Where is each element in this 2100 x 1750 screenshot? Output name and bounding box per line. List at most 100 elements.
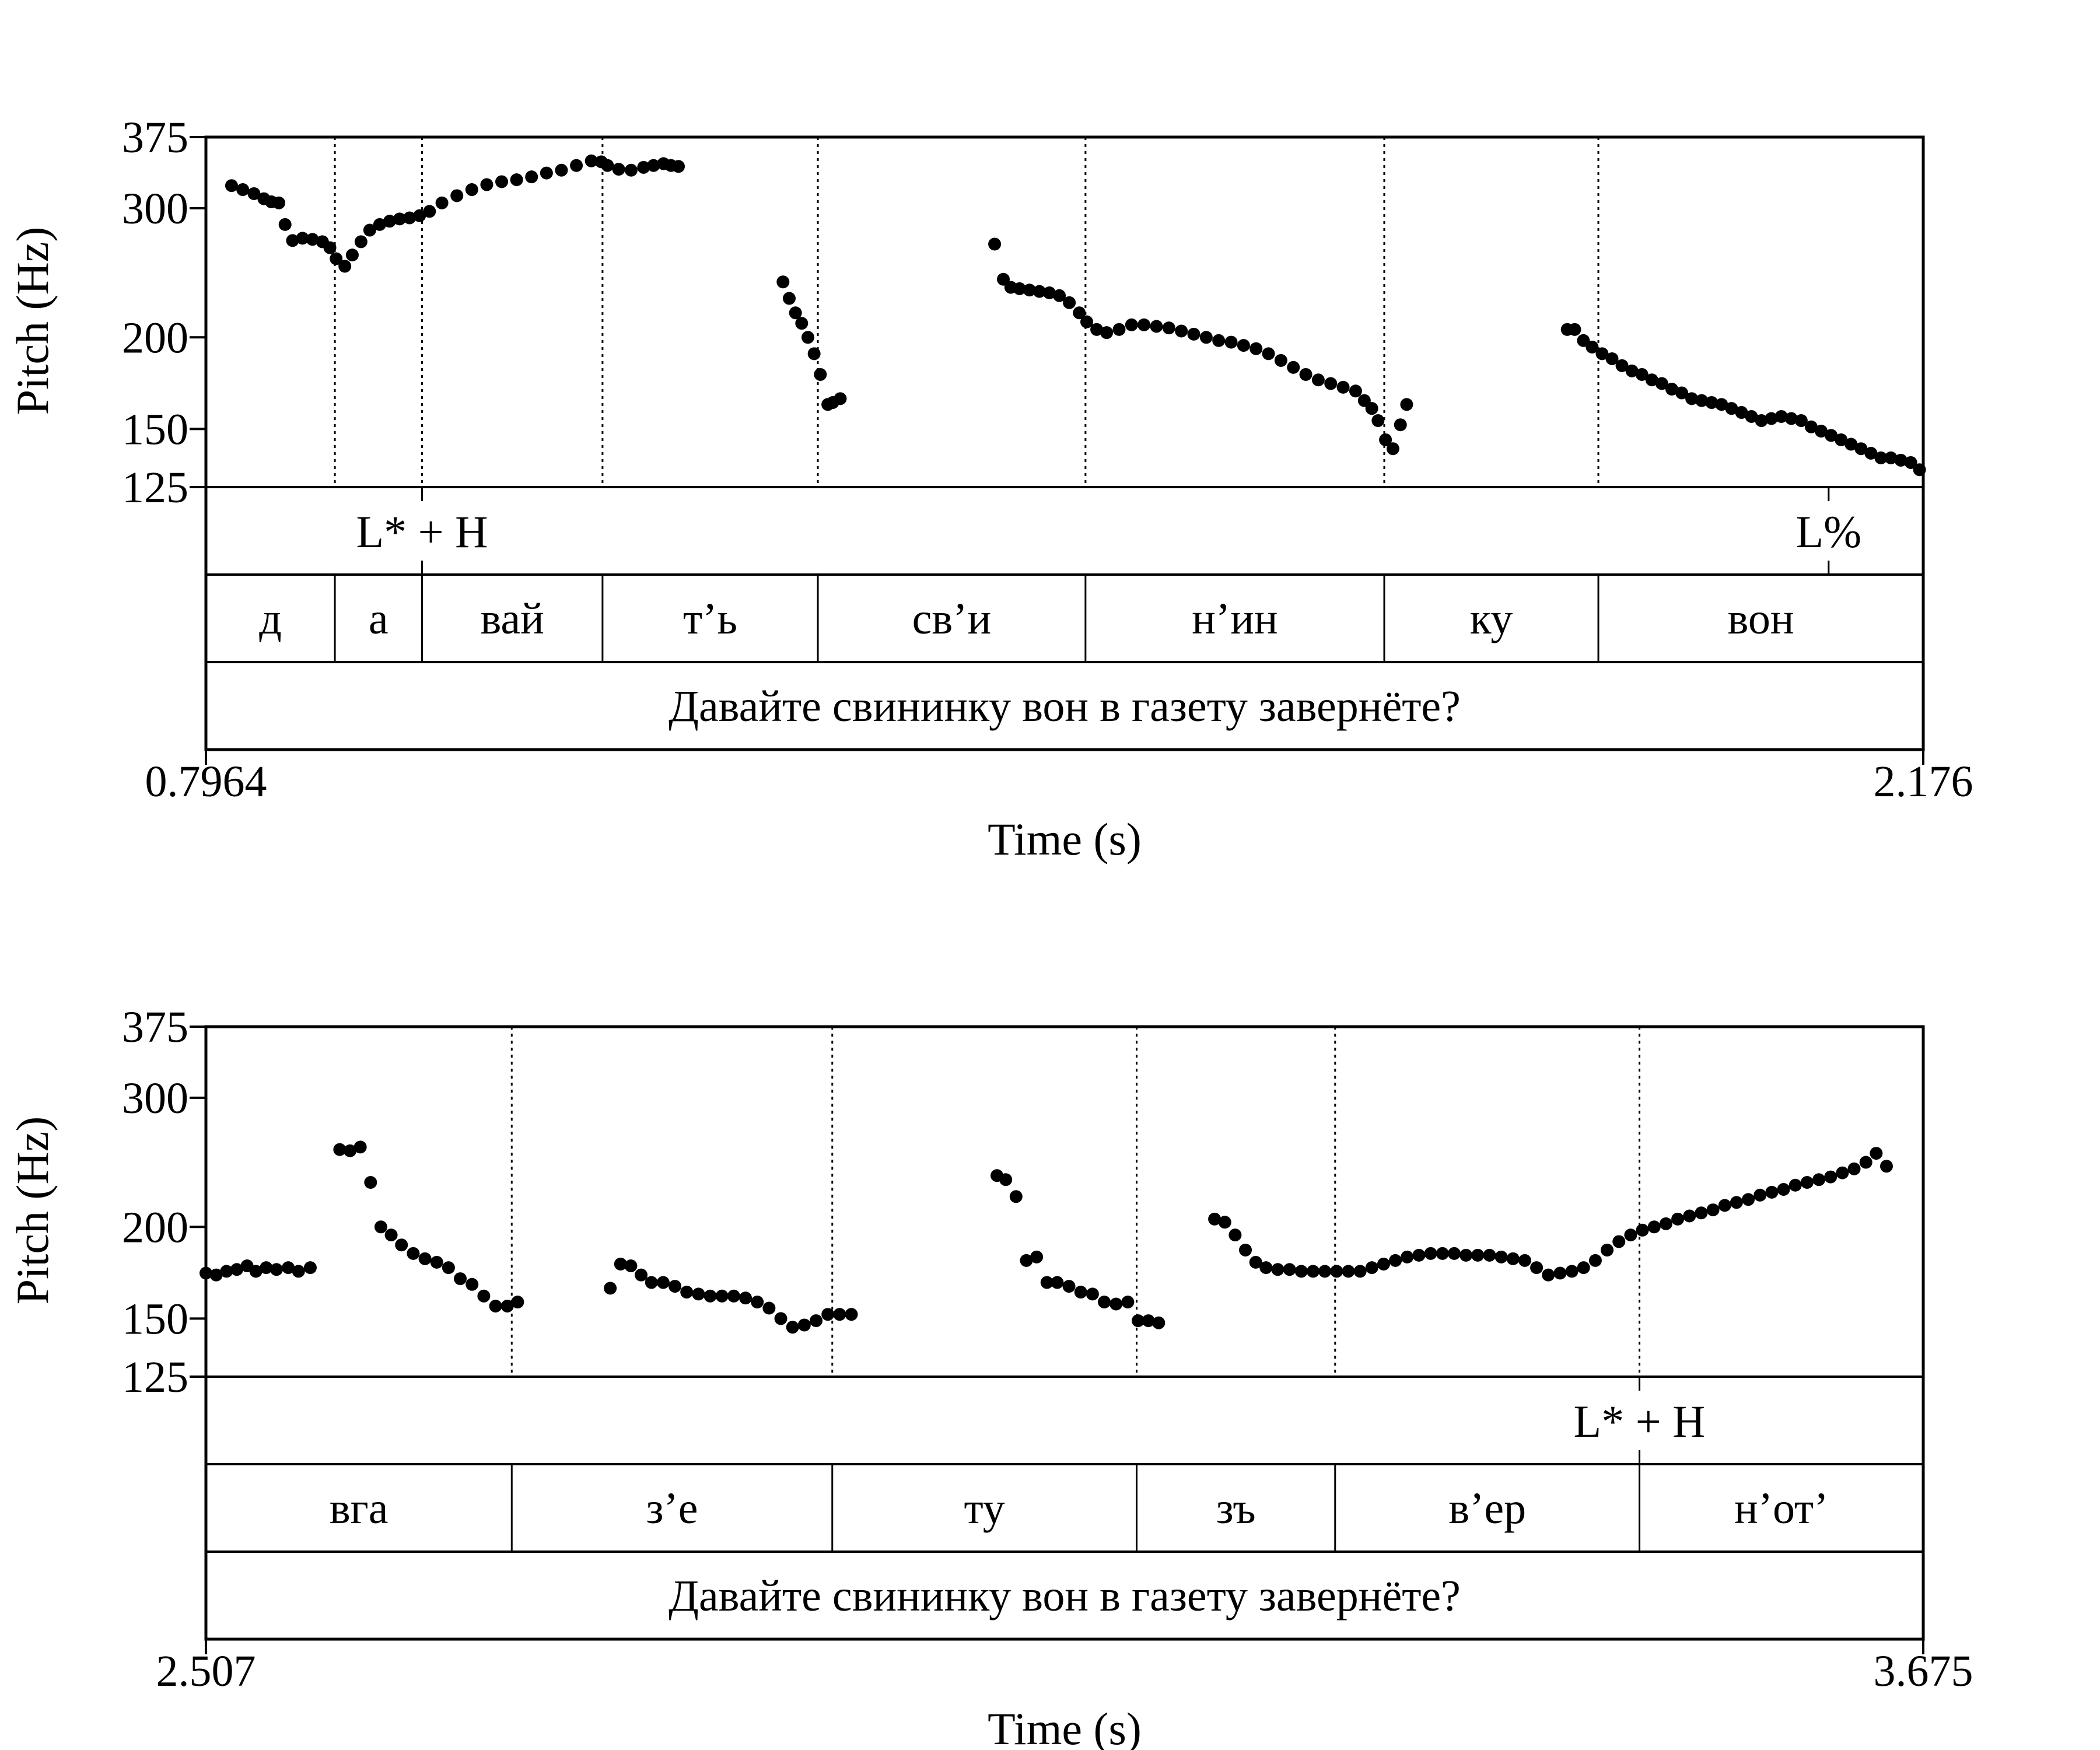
pitch-point bbox=[1187, 327, 1200, 341]
pitch-point bbox=[1324, 377, 1338, 390]
pitch-point bbox=[739, 1292, 752, 1305]
pitch-point bbox=[1112, 323, 1126, 336]
pitch-point bbox=[200, 1266, 212, 1280]
pitch-point bbox=[1615, 359, 1629, 372]
pitch-point bbox=[1436, 1247, 1449, 1260]
pitch-point bbox=[1051, 1276, 1064, 1289]
y-tick-label: 300 bbox=[122, 184, 188, 233]
pitch-point bbox=[1086, 1287, 1099, 1301]
panel-frame bbox=[204, 1025, 1925, 1641]
syllable-label: з’е bbox=[646, 1484, 698, 1533]
pitch-point bbox=[296, 232, 309, 245]
pitch-point bbox=[751, 1296, 764, 1309]
pitch-point bbox=[1870, 1147, 1883, 1160]
pitch-point bbox=[1715, 398, 1728, 411]
pitch-point bbox=[249, 1265, 262, 1278]
pitch-panel-1: 125 150 200 300 375 Pitch (Hz) L* + H L% д а вай т’… bbox=[7, 113, 1973, 864]
pitch-point bbox=[1659, 1217, 1672, 1230]
pitch-point bbox=[1259, 1261, 1273, 1275]
pitch-point bbox=[845, 1308, 858, 1321]
pitch-point bbox=[383, 215, 396, 228]
pitch-point bbox=[1365, 1261, 1378, 1275]
pitch-point bbox=[1695, 1206, 1708, 1220]
pitch-point bbox=[454, 1272, 467, 1286]
pitch-point bbox=[1013, 282, 1026, 295]
pitch-point bbox=[374, 1220, 387, 1234]
pitch-point bbox=[1053, 289, 1066, 302]
pitch-point bbox=[637, 160, 650, 174]
pitch-point bbox=[1249, 1255, 1262, 1269]
x-axis-label: Time (s) bbox=[988, 1703, 1142, 1750]
y-tick-label: 125 bbox=[122, 1353, 188, 1402]
pitch-point bbox=[997, 272, 1010, 286]
pitch-point bbox=[1353, 1265, 1367, 1278]
pitch-point bbox=[395, 1238, 408, 1252]
pitch-point bbox=[999, 1173, 1013, 1186]
pitch-point bbox=[1847, 1162, 1861, 1175]
pitch-point bbox=[540, 166, 553, 180]
pitch-point bbox=[1208, 1212, 1222, 1226]
pitch-point bbox=[786, 1321, 799, 1334]
pitch-point bbox=[1730, 1196, 1743, 1209]
pitch-point bbox=[1121, 1296, 1135, 1309]
pitch-point bbox=[1904, 456, 1917, 469]
pitch-point bbox=[810, 1314, 823, 1328]
pitch-point bbox=[1020, 1254, 1033, 1267]
pitch-point bbox=[1836, 1166, 1849, 1180]
pitch-point bbox=[282, 1261, 295, 1275]
pitch-point bbox=[1595, 347, 1609, 360]
pitch-point bbox=[789, 306, 802, 320]
pitch-point bbox=[1812, 1173, 1826, 1186]
pitch-point bbox=[821, 1308, 835, 1321]
syllable-label: вай bbox=[481, 594, 544, 643]
pitch-point bbox=[1371, 414, 1385, 428]
pitch-point bbox=[672, 160, 685, 173]
tone-label: L% bbox=[1796, 506, 1862, 557]
pitch-point bbox=[1175, 324, 1188, 338]
pitch-point bbox=[292, 1265, 305, 1278]
pitch-point bbox=[354, 235, 368, 249]
pitch-point bbox=[209, 1268, 223, 1282]
pitch-point bbox=[1705, 396, 1718, 410]
pitch-point bbox=[1804, 420, 1818, 433]
pitch-point bbox=[647, 159, 660, 172]
pitch-point bbox=[450, 189, 464, 202]
pitch-point bbox=[1777, 1182, 1790, 1196]
pitch-point bbox=[797, 1318, 811, 1332]
pitch-point bbox=[1800, 1175, 1814, 1189]
pitch-point bbox=[1228, 1228, 1242, 1242]
sentence-label: Давайте свининку вон в газету завернёте? bbox=[668, 1572, 1461, 1620]
pitch-point bbox=[333, 1143, 346, 1156]
pitch-point bbox=[1318, 1265, 1332, 1278]
pitch-point bbox=[1262, 347, 1275, 360]
pitch-point bbox=[1685, 392, 1699, 405]
pitch-point bbox=[430, 1255, 443, 1269]
y-tick-label: 150 bbox=[122, 1294, 188, 1343]
pitch-point bbox=[1152, 1316, 1166, 1329]
pitch-point bbox=[1100, 326, 1114, 340]
pitch-point bbox=[782, 292, 796, 305]
pitch-point bbox=[1483, 1248, 1496, 1262]
pitch-point bbox=[1098, 1296, 1111, 1309]
pitch-point bbox=[1706, 1203, 1720, 1217]
pitch-point bbox=[501, 1300, 514, 1313]
pitch-point bbox=[555, 163, 568, 177]
pitch-point bbox=[1635, 368, 1648, 381]
pitch-point bbox=[1023, 284, 1036, 297]
pitch-point bbox=[680, 1286, 694, 1299]
pitch-point bbox=[1162, 321, 1175, 335]
pitch-point bbox=[510, 173, 523, 187]
pitch-point bbox=[423, 205, 436, 218]
pitch-point bbox=[584, 154, 598, 167]
pitch-point bbox=[801, 331, 814, 344]
pitch-point bbox=[1675, 386, 1689, 400]
pitch-point bbox=[230, 1263, 243, 1276]
pitch-point bbox=[807, 347, 821, 360]
pitch-point bbox=[1283, 1263, 1296, 1276]
pitch-point bbox=[247, 187, 261, 200]
pitch-point bbox=[1401, 1250, 1414, 1264]
pitch-point bbox=[236, 183, 250, 197]
pitch-point bbox=[1132, 1314, 1145, 1328]
x-tick-label-end: 3.675 bbox=[1874, 1647, 1973, 1696]
